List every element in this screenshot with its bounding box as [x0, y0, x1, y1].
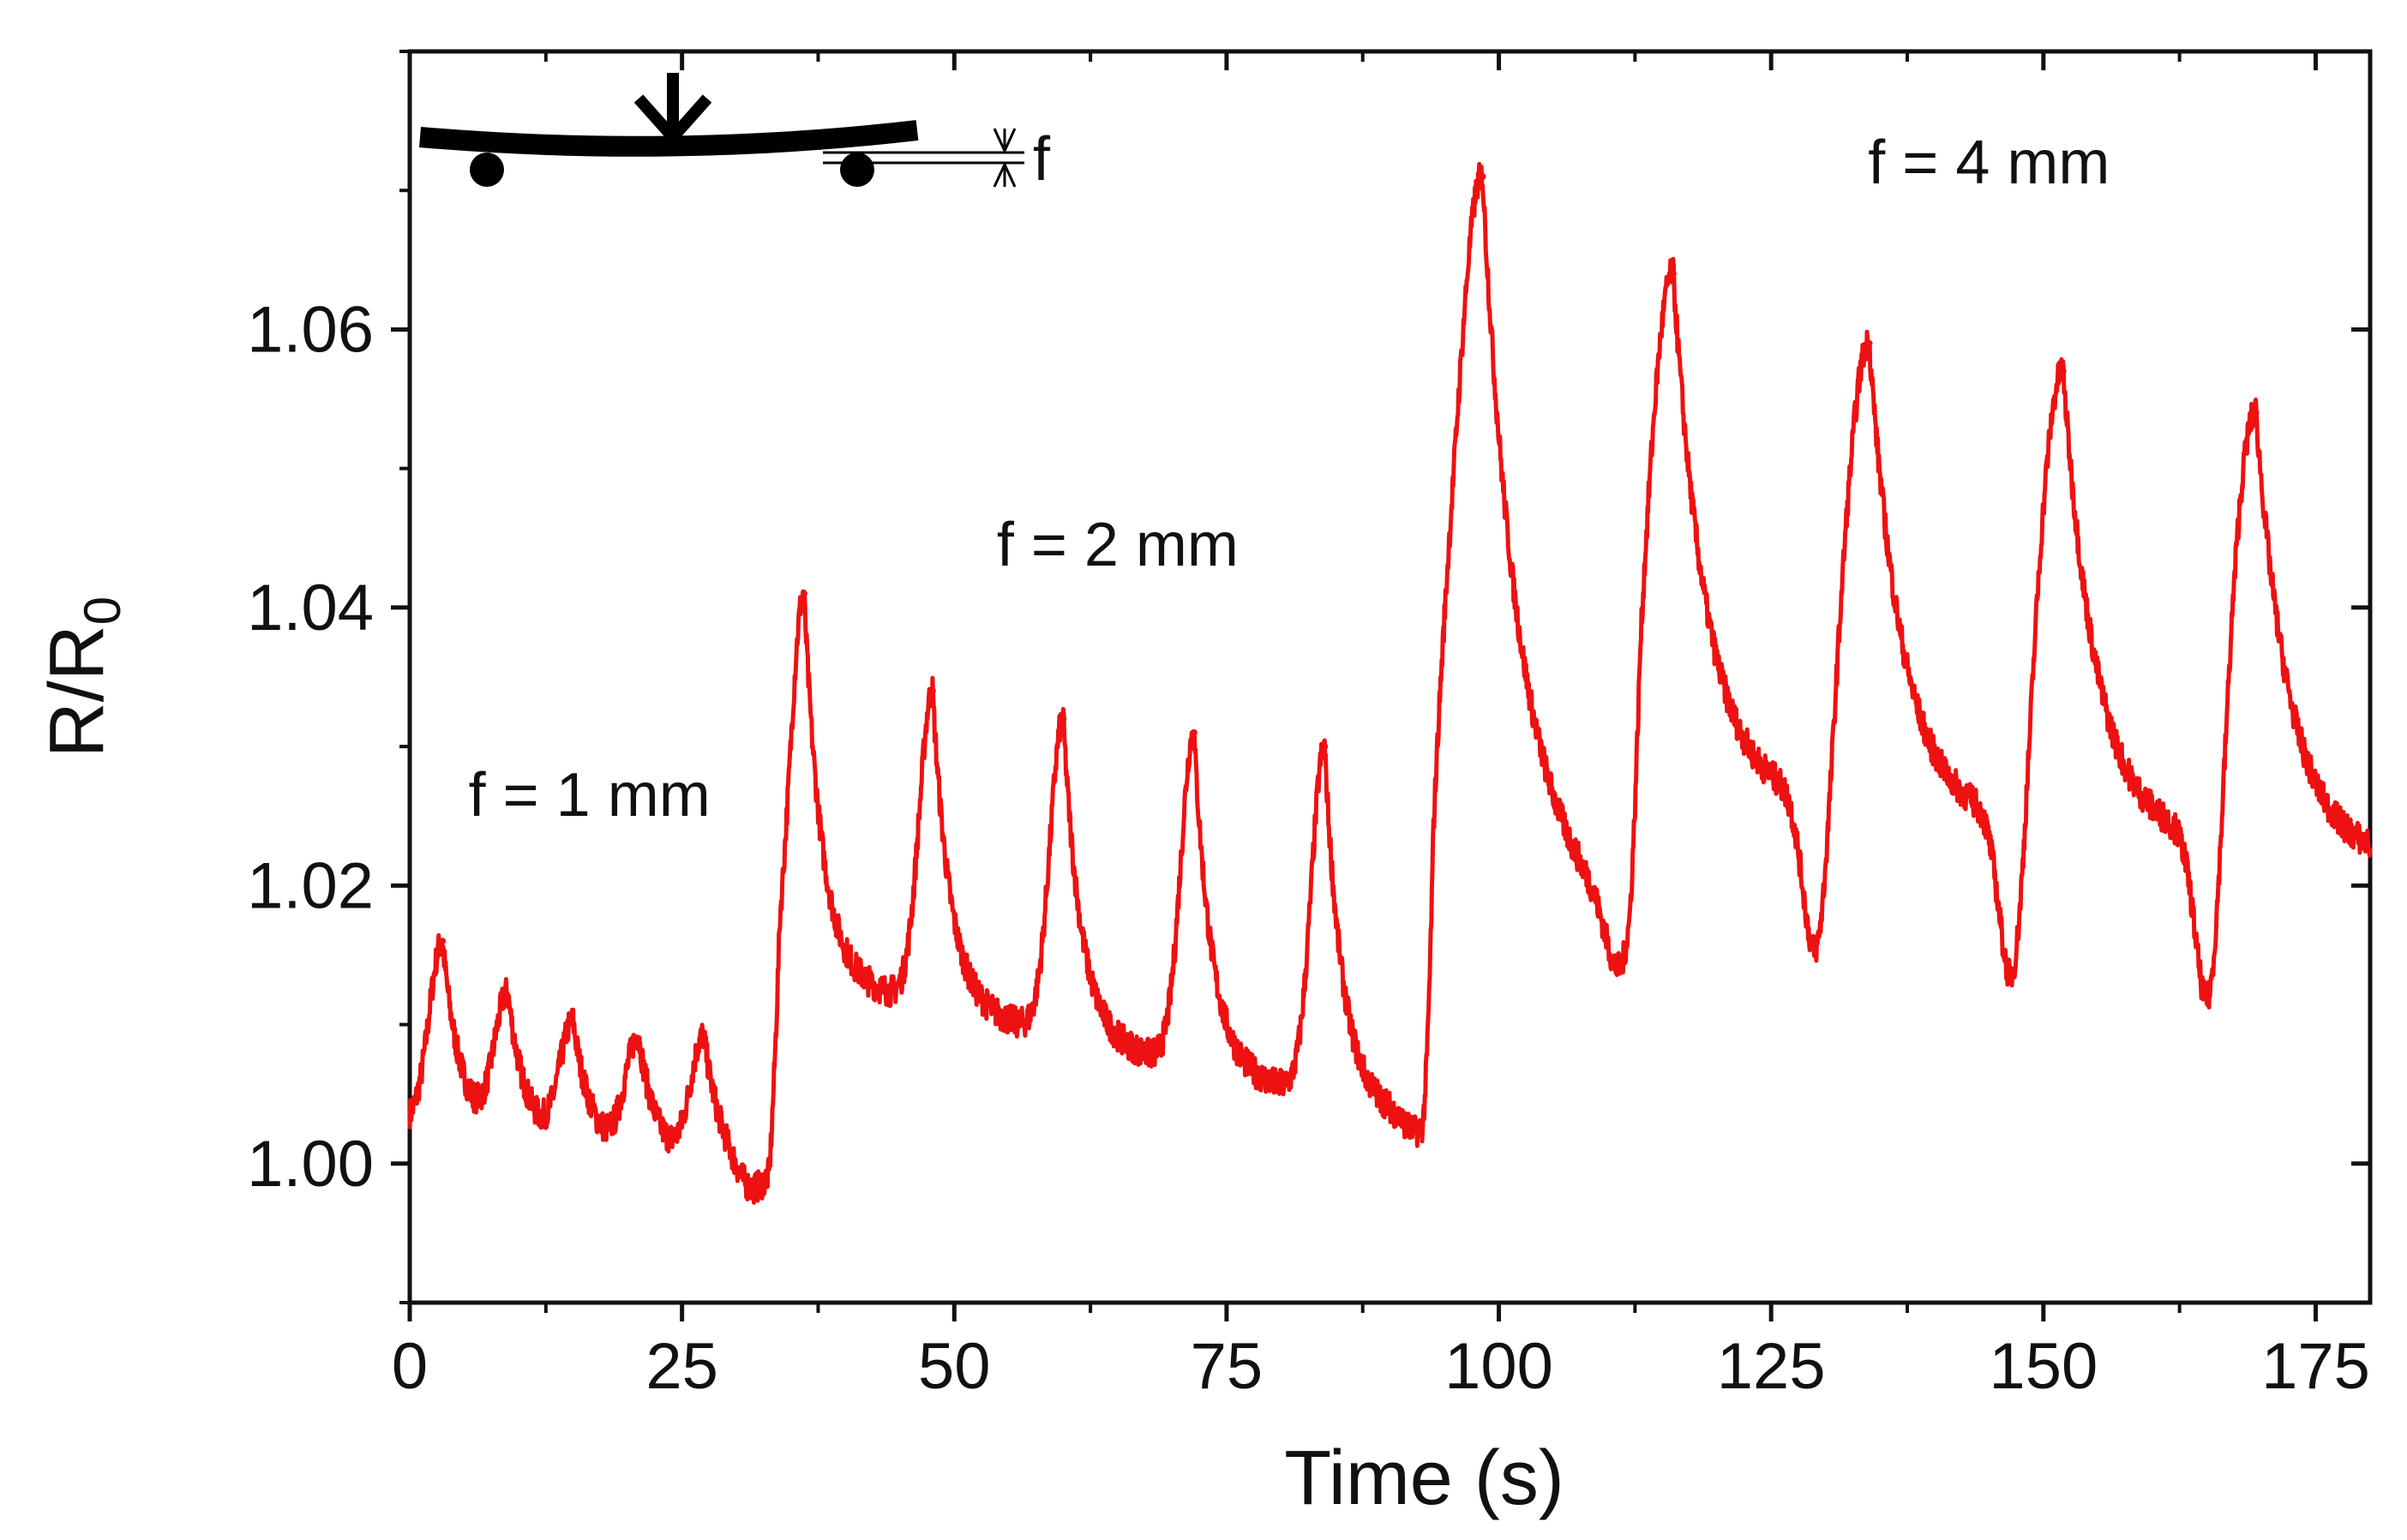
deflection-label: f [1033, 125, 1051, 194]
y-tick-label: 1.06 [247, 293, 374, 366]
x-tick-label: 25 [645, 1330, 718, 1403]
peak-point [928, 687, 936, 695]
peak-point [1669, 270, 1677, 278]
x-tick-label: 125 [1717, 1330, 1826, 1403]
x-tick-label: 150 [1989, 1330, 2098, 1403]
bending-schematic: f [418, 73, 1051, 194]
peak-point [2252, 409, 2260, 416]
peak-point [1865, 339, 1873, 347]
x-tick-label: 100 [1444, 1330, 1553, 1403]
peak-point [1479, 173, 1486, 180]
y-tick-label: 1.00 [247, 1128, 374, 1201]
series-group [407, 162, 2373, 1205]
left-support [470, 153, 504, 187]
peak-point [634, 1034, 642, 1042]
y-tick-label: 1.04 [247, 572, 374, 644]
load-arrow-icon [633, 94, 712, 147]
x-tick-label: 0 [392, 1330, 428, 1403]
peak-point [504, 993, 512, 1001]
peak-point [1190, 728, 1197, 736]
x-tick-label: 175 [2261, 1330, 2370, 1403]
right-support [840, 153, 874, 187]
deflection-arrow-top-icon [993, 128, 1017, 154]
series-line [407, 162, 2373, 1205]
annotations: f = 1 mm f = 2 mm f = 4 mm [469, 129, 2110, 830]
peak-point [1321, 743, 1329, 751]
annotation: f = 2 mm [997, 511, 1239, 579]
x-tick-label: 50 [918, 1330, 991, 1403]
peak-point [2059, 368, 2067, 375]
y-axis-title: R/R0 [34, 596, 131, 758]
beam [418, 120, 919, 157]
plot-frame [407, 49, 2373, 1305]
axes: 0 25 50 75 100 125 150 175 1.00 1.02 1.04 1.06 Time … [34, 49, 2373, 1521]
annotation: f = 1 mm [469, 761, 711, 830]
peak-point [569, 1021, 577, 1028]
y-axis-title-subscript: 0 [74, 596, 131, 625]
x-axis-title: Time (s) [1284, 1435, 1564, 1521]
peak-point [800, 590, 807, 597]
annotation: f = 4 mm [1868, 129, 2110, 197]
y-tick-label: 1.02 [247, 849, 374, 922]
peak-point [439, 938, 447, 945]
deflection-arrow-bottom-icon [993, 161, 1017, 188]
x-tick-label: 75 [1191, 1330, 1264, 1403]
peak-point [700, 1034, 708, 1042]
peak-point [1059, 715, 1067, 722]
